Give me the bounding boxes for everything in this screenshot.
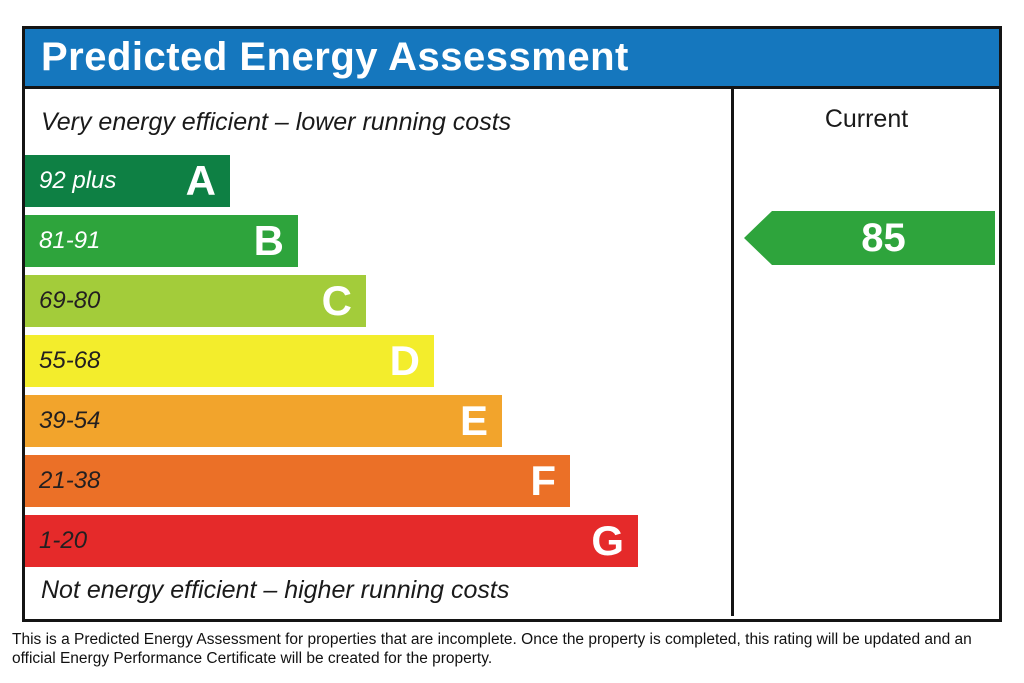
epc-chart-box: Predicted Energy Assessment Very energy …: [22, 26, 1002, 622]
top-scale-label: Very energy efficient – lower running co…: [41, 108, 512, 136]
current-rating-value: 85: [772, 211, 995, 265]
band-letter-b: B: [253, 217, 284, 264]
band-range-a: 92 plus: [39, 167, 117, 194]
band-range-c: 69-80: [39, 287, 101, 314]
band-row-e: 39-54 E: [25, 395, 502, 447]
band-row-c: 69-80 C: [25, 275, 366, 327]
chart-content: Very energy efficient – lower running co…: [25, 89, 999, 616]
band-range-d: 55-68: [39, 347, 101, 374]
band-row-a: 92 plus A: [25, 155, 230, 207]
band-row-g: 1-20 G: [25, 515, 638, 567]
title-bar: Predicted Energy Assessment: [25, 29, 999, 89]
footnote: This is a Predicted Energy Assessment fo…: [12, 630, 1002, 668]
band-list: 92 plus A 81-91 B 69-80 C 55-68 D 39-54: [25, 155, 731, 567]
current-rating-marker: 85: [744, 211, 995, 265]
band-range-g: 1-20: [39, 527, 88, 554]
band-row-f: 21-38 F: [25, 455, 570, 507]
band-letter-c: C: [321, 277, 352, 324]
band-letter-d: D: [389, 337, 420, 384]
band-letter-f: F: [530, 457, 556, 504]
band-range-e: 39-54: [39, 407, 101, 434]
left-arrow-icon: [744, 211, 772, 265]
footnote-line-2: official Energy Performance Certificate …: [12, 650, 493, 667]
bottom-scale-label: Not energy efficient – higher running co…: [41, 576, 510, 604]
band-range-b: 81-91: [39, 227, 101, 254]
page-title: Predicted Energy Assessment: [41, 35, 629, 79]
band-row-b: 81-91 B: [25, 215, 298, 267]
current-column-header: Current: [824, 105, 909, 133]
band-letter-e: E: [459, 397, 488, 444]
current-column: Current 85: [731, 89, 999, 616]
band-row-d: 55-68 D: [25, 335, 434, 387]
band-letter-a: A: [185, 157, 216, 204]
band-range-f: 21-38: [39, 467, 101, 494]
footnote-line-1: This is a Predicted Energy Assessment fo…: [12, 631, 972, 648]
rating-scale-column: Very energy efficient – lower running co…: [25, 89, 731, 616]
band-letter-g: G: [591, 517, 624, 564]
